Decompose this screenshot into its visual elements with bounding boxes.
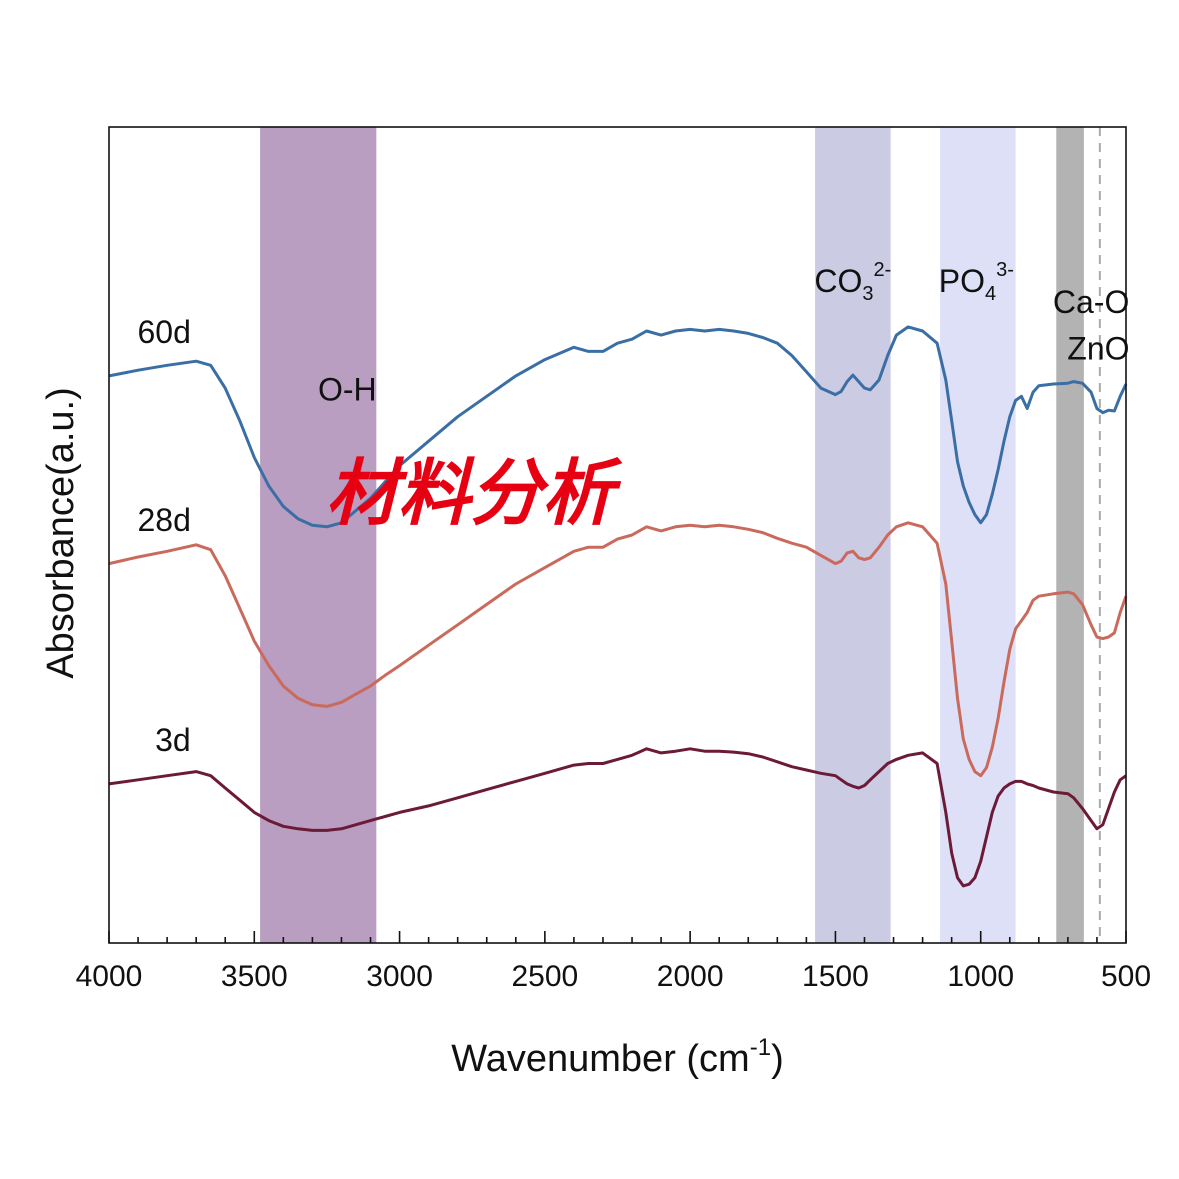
series-label-60d: 60d (138, 314, 191, 350)
y-axis-label: Absorbance(a.u.) (40, 387, 82, 679)
series-label-28d: 28d (138, 502, 191, 538)
x-tick-label: 1000 (947, 960, 1014, 993)
x-tick-label: 1500 (802, 960, 869, 993)
x-axis-label: Wavenumber (cm-1) (451, 1034, 783, 1080)
x-tick-label: 3000 (366, 960, 433, 993)
band-labels: O-H CO32- PO43- Ca-O ZnO (318, 259, 1130, 408)
co3-band (815, 127, 891, 943)
series-line-60d (108, 325, 1128, 529)
x-tick-label: 4000 (76, 960, 143, 993)
plot-frame (108, 126, 1127, 944)
x-axis-tick-labels: 4000 3500 3000 2500 2000 1500 1000 500 (76, 960, 1151, 993)
co3-band-label: CO32- (814, 259, 891, 305)
x-tick-label: 3500 (221, 960, 288, 993)
watermark-text: 材料分析 (326, 451, 623, 535)
po4-band-label: PO43- (939, 259, 1014, 305)
cao-zno-band (1056, 127, 1084, 943)
spectra-lines (108, 325, 1128, 888)
x-axis-ticks (108, 931, 1127, 943)
series-line-28d (108, 521, 1128, 778)
x-tick-label: 500 (1101, 960, 1151, 993)
x-tick-label: 2500 (511, 960, 578, 993)
oh-band (260, 127, 377, 943)
po4-band (940, 127, 1016, 943)
series-line-3d (108, 747, 1127, 888)
series-labels: 60d 28d 3d (138, 314, 191, 758)
zno-label: ZnO (1067, 331, 1129, 367)
x-tick-label: 2000 (657, 960, 724, 993)
oh-band-label: O-H (318, 371, 377, 407)
highlight-bands (260, 127, 1084, 943)
cao-zno-band-label: Ca-O (1053, 284, 1129, 320)
series-label-3d: 3d (155, 722, 191, 758)
